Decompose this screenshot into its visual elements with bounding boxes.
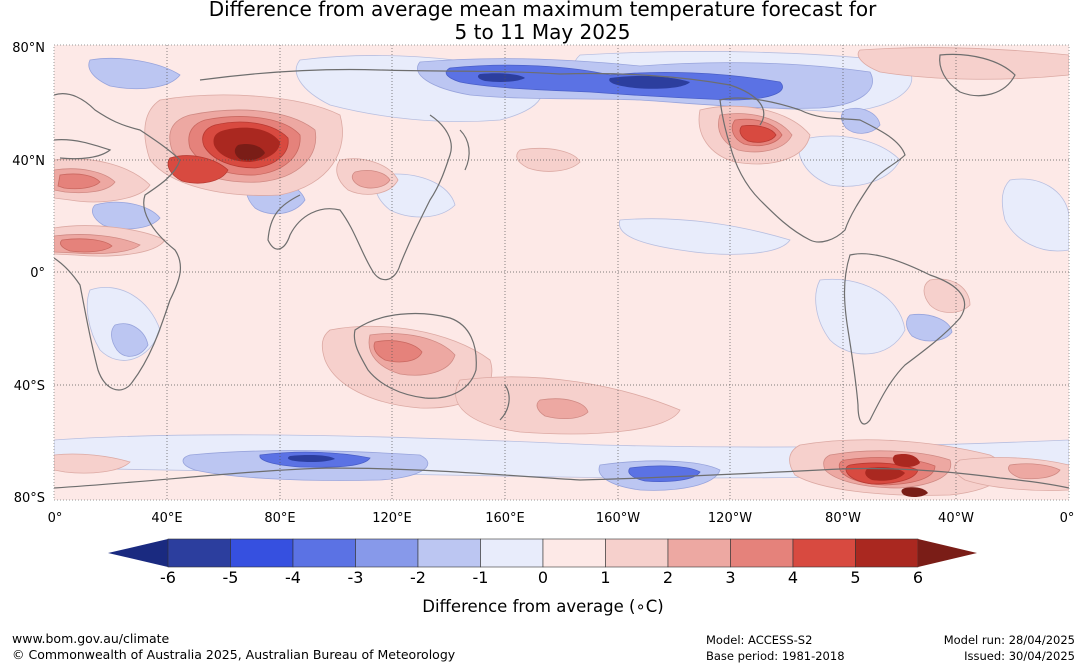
colorbar-tick-label: -1 (473, 568, 489, 587)
colorbar-ticks: -6 -5 -4 -3 -2 -1 0 1 2 3 4 5 6 (160, 568, 923, 587)
anomaly-shading (54, 45, 1069, 500)
colorbar-tick-label: -5 (223, 568, 239, 587)
lon-label-80e: 80°E (264, 511, 295, 526)
colorbar-tick-label: 6 (913, 568, 923, 587)
colorbar-over-arrow (918, 539, 977, 567)
graticule (54, 45, 1069, 500)
lon-label-40w: 40°W (938, 511, 974, 526)
footer-website[interactable]: www.bom.gov.au/climate (12, 631, 170, 646)
colorbar-segment (605, 538, 669, 568)
colorbar-tick-label: 3 (725, 568, 735, 587)
colorbar-tick-label: -2 (410, 568, 426, 587)
lon-label-0-left: 0° (48, 511, 63, 526)
colorbar-segment (355, 538, 419, 568)
coastlines (54, 53, 1069, 489)
footer-model: Model: ACCESS-S2 (706, 633, 813, 647)
lon-label-80w: 80°W (825, 511, 861, 526)
colorbar-segment (792, 538, 856, 568)
colorbar-tick-label: -4 (285, 568, 301, 587)
colorbar-segment (480, 538, 544, 568)
lon-label-120e: 120°E (372, 511, 412, 526)
footer-model-run: Model run: 28/04/2025 (943, 633, 1075, 647)
colorbar-label: Difference from average (∘C) (422, 597, 663, 616)
map-frame (53, 44, 1070, 501)
colorbar-segment (730, 538, 794, 568)
colorbar-segment (667, 538, 731, 568)
colorbar-segment (230, 538, 294, 568)
lon-label-160e: 160°E (485, 511, 525, 526)
lon-label-0-right: 0° (1060, 511, 1075, 526)
colorbar-tick-label: -6 (160, 568, 176, 587)
map-title-line2: 5 to 11 May 2025 (454, 20, 631, 44)
colorbar-segment (542, 538, 606, 568)
lon-label-40e: 40°E (151, 511, 182, 526)
colorbar-under-arrow (108, 539, 168, 567)
colorbar-segment (417, 538, 481, 568)
footer-base-period: Base period: 1981-2018 (706, 649, 845, 663)
colorbar-tick-label: 0 (538, 568, 548, 587)
colorbar-segment (167, 538, 231, 568)
colorbar-tick-label: 5 (850, 568, 860, 587)
lat-label-0: 0° (30, 266, 45, 281)
colorbar-tick-label: 1 (600, 568, 610, 587)
footer-copyright: © Commonwealth of Australia 2025, Austra… (12, 647, 456, 662)
lat-label-40s: 40°S (14, 379, 45, 394)
lon-label-160w: 160°W (596, 511, 640, 526)
colorbar-tick-label: 4 (788, 568, 798, 587)
lon-label-120w: 120°W (708, 511, 752, 526)
footer-issued: Issued: 30/04/2025 (964, 649, 1075, 663)
lat-label-40n: 40°N (12, 154, 45, 169)
lat-label-80s: 80°S (14, 491, 45, 506)
colorbar-tick-label: 2 (663, 568, 673, 587)
colorbar-segment (855, 538, 919, 568)
lat-label-80n: 80°N (12, 41, 45, 56)
map-title-line1: Difference from average mean maximum tem… (208, 0, 877, 21)
colorbar-segment (292, 538, 356, 568)
colorbar (108, 538, 977, 568)
colorbar-tick-label: -3 (348, 568, 364, 587)
